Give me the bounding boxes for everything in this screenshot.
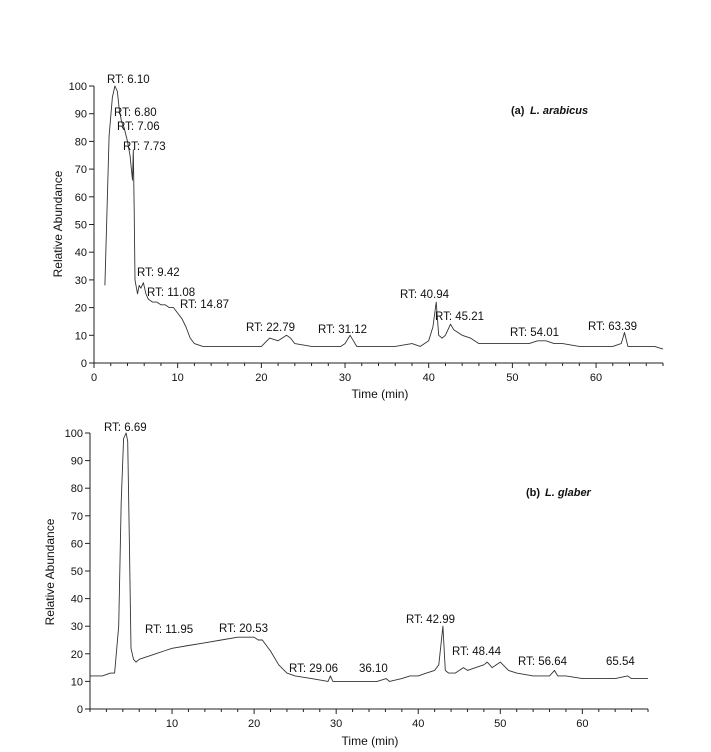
x-tick-label: 50 <box>494 718 506 730</box>
chart-panel-b: (b) L. glaber Relative Abundance Time (m… <box>43 422 649 748</box>
y-tick-label: 80 <box>71 483 83 495</box>
x-tick-label: 10 <box>166 718 178 730</box>
y-tick-label: 70 <box>75 164 87 176</box>
y-tick-label: 90 <box>75 109 87 121</box>
panel-a-y-axis-label: Relative Abundance <box>51 170 65 277</box>
y-tick-label: 10 <box>71 676 83 688</box>
peak-label: RT: 29.06 <box>289 663 338 675</box>
y-tick-label: 30 <box>75 275 87 287</box>
peak-label: RT: 56.64 <box>518 656 568 668</box>
peak-label: RT: 11.95 <box>145 624 193 636</box>
y-tick-label: 10 <box>75 330 87 342</box>
peak-label: RT: 42.99 <box>406 614 455 626</box>
y-tick-label: 40 <box>71 594 83 606</box>
peak-label: RT: 31.12 <box>318 324 367 336</box>
panel-a-trace-line <box>104 85 664 350</box>
y-tick-label: 70 <box>71 511 83 523</box>
panel-b-x-axis-label: Time (min) <box>342 734 399 748</box>
peak-label: RT: 20.53 <box>219 623 268 635</box>
x-tick-label: 60 <box>576 718 588 730</box>
y-tick-label: 50 <box>75 220 87 232</box>
y-tick-label: 80 <box>75 136 87 148</box>
x-tick-label: 30 <box>330 718 342 730</box>
peak-label: RT: 6.10 <box>107 74 150 86</box>
panel-a-x-axis-label: Time (min) <box>352 387 409 401</box>
peak-label: RT: 22.79 <box>246 322 295 334</box>
peak-label: RT: 40.94 <box>400 289 450 301</box>
panel-b-trace-line <box>90 432 648 682</box>
y-tick-label: 20 <box>71 649 83 661</box>
y-tick-label: 50 <box>71 566 83 578</box>
x-tick-label: 10 <box>172 372 184 384</box>
peak-label: 36.10 <box>359 663 388 675</box>
panel-b-y-axis-label: Relative Abundance <box>43 518 57 625</box>
x-tick-label: 40 <box>423 372 435 384</box>
peak-label: RT: 7.06 <box>117 121 160 133</box>
x-tick-label: 50 <box>506 372 518 384</box>
x-tick-label: 0 <box>91 372 97 384</box>
peak-label: RT: 11.08 <box>147 287 195 299</box>
peak-label: RT: 14.87 <box>180 299 229 311</box>
panel-a-title: L. arabicus <box>530 105 588 117</box>
peak-label: RT: 6.80 <box>114 107 157 119</box>
y-tick-label: 90 <box>71 456 83 468</box>
y-tick-label: 60 <box>71 538 83 550</box>
x-tick-label: 20 <box>255 372 267 384</box>
panel-b-title-prefix: (b) <box>526 487 540 499</box>
y-tick-label: 30 <box>71 621 83 633</box>
y-tick-label: 60 <box>75 192 87 204</box>
y-tick-label: 100 <box>65 428 83 440</box>
peak-label: RT: 6.69 <box>104 422 147 434</box>
peak-label: RT: 48.44 <box>452 646 502 658</box>
panel-b-title: L. glaber <box>545 487 592 499</box>
peak-label: RT: 54.01 <box>510 327 559 339</box>
y-tick-label: 20 <box>75 303 87 315</box>
peak-label: 65.54 <box>606 656 635 668</box>
x-tick-label: 60 <box>590 372 602 384</box>
peak-label: RT: 45.21 <box>435 311 484 323</box>
y-tick-label: 0 <box>77 704 83 716</box>
y-tick-label: 40 <box>75 247 87 259</box>
peak-label: RT: 9.42 <box>137 267 180 279</box>
peak-label: RT: 7.73 <box>123 141 166 153</box>
y-tick-label: 100 <box>69 81 87 93</box>
panel-a-title-prefix: (a) <box>511 105 525 117</box>
y-tick-label: 0 <box>81 358 87 370</box>
peak-label: RT: 63.39 <box>588 321 637 333</box>
x-tick-label: 20 <box>248 718 260 730</box>
x-tick-label: 30 <box>339 372 351 384</box>
chart-panel-a: (a) L. arabicus Relative Abundance Time … <box>51 74 664 401</box>
x-tick-label: 40 <box>412 718 424 730</box>
